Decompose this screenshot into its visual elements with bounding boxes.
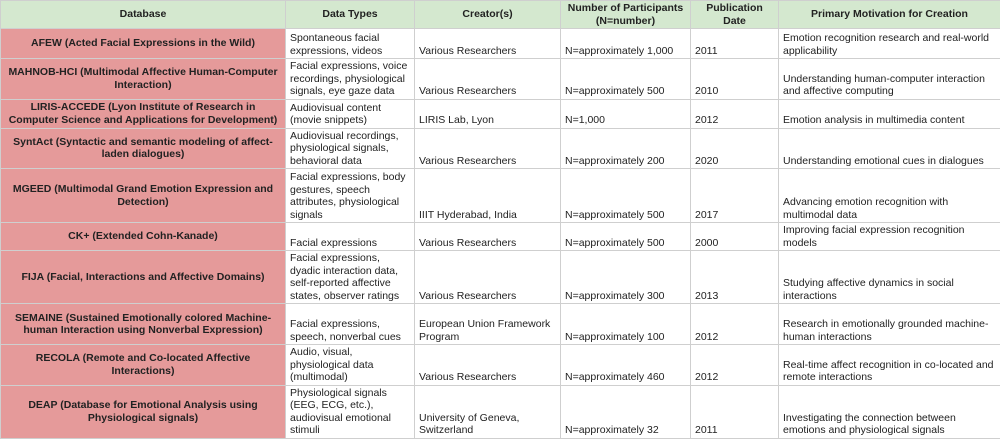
database-cell: MGEED (Multimodal Grand Emotion Expressi… xyxy=(1,169,286,223)
table-cell: Various Researchers xyxy=(415,29,561,59)
header-cell: Creator(s) xyxy=(415,1,561,29)
table-cell: 2012 xyxy=(691,99,779,128)
table-cell: Emotion recognition research and real-wo… xyxy=(779,29,1000,59)
table-cell: Investigating the connection between emo… xyxy=(779,385,1000,438)
table-cell: Real-time affect recognition in co-locat… xyxy=(779,345,1000,386)
database-cell: AFEW (Acted Facial Expressions in the Wi… xyxy=(1,29,286,59)
table-cell: N=1,000 xyxy=(561,99,691,128)
table-cell: 2017 xyxy=(691,169,779,223)
table-cell: Studying affective dynamics in social in… xyxy=(779,251,1000,304)
table-row: AFEW (Acted Facial Expressions in the Wi… xyxy=(1,29,1000,59)
database-cell: FIJA (Facial, Interactions and Affective… xyxy=(1,251,286,304)
table-cell: Various Researchers xyxy=(415,128,561,169)
table-cell: Various Researchers xyxy=(415,223,561,251)
table-cell: 2012 xyxy=(691,304,779,345)
table-cell: Spontaneous facial expressions, videos xyxy=(286,29,415,59)
table-cell: IIIT Hyderabad, India xyxy=(415,169,561,223)
table-row: SyntAct (Syntactic and semantic modeling… xyxy=(1,128,1000,169)
header-cell: Publication Date xyxy=(691,1,779,29)
table-cell: N=approximately 500 xyxy=(561,169,691,223)
database-cell: MAHNOB-HCI (Multimodal Affective Human-C… xyxy=(1,59,286,100)
database-cell: DEAP (Database for Emotional Analysis us… xyxy=(1,385,286,438)
table-cell: N=approximately 1,000 xyxy=(561,29,691,59)
table-cell: 2020 xyxy=(691,128,779,169)
table-cell: Facial expressions xyxy=(286,223,415,251)
table-cell: Audiovisual recordings, physiological si… xyxy=(286,128,415,169)
table-cell: Understanding emotional cues in dialogue… xyxy=(779,128,1000,169)
table-row: SEMAINE (Sustained Emotionally colored M… xyxy=(1,304,1000,345)
table-cell: European Union Framework Program xyxy=(415,304,561,345)
header-cell: Number of Participants (N=number) xyxy=(561,1,691,29)
table-cell: 2000 xyxy=(691,223,779,251)
table-cell: Audio, visual, physiological data (multi… xyxy=(286,345,415,386)
database-cell: SyntAct (Syntactic and semantic modeling… xyxy=(1,128,286,169)
table-cell: 2013 xyxy=(691,251,779,304)
table-cell: Facial expressions, body gestures, speec… xyxy=(286,169,415,223)
table-cell: Improving facial expression recognition … xyxy=(779,223,1000,251)
table-cell: Audiovisual content (movie snippets) xyxy=(286,99,415,128)
database-cell: RECOLA (Remote and Co-located Affective … xyxy=(1,345,286,386)
table-row: CK+ (Extended Cohn-Kanade)Facial express… xyxy=(1,223,1000,251)
table-cell: Advancing emotion recognition with multi… xyxy=(779,169,1000,223)
table-cell: Various Researchers xyxy=(415,345,561,386)
table-row: MAHNOB-HCI (Multimodal Affective Human-C… xyxy=(1,59,1000,100)
table-cell: N=approximately 200 xyxy=(561,128,691,169)
table-cell: Understanding human-computer interaction… xyxy=(779,59,1000,100)
header-cell: Database xyxy=(1,1,286,29)
table-cell: LIRIS Lab, Lyon xyxy=(415,99,561,128)
header-cell: Data Types xyxy=(286,1,415,29)
table-cell: Facial expressions, speech, nonverbal cu… xyxy=(286,304,415,345)
table-cell: Emotion analysis in multimedia content xyxy=(779,99,1000,128)
table-cell: 2011 xyxy=(691,385,779,438)
table-cell: Facial expressions, dyadic interaction d… xyxy=(286,251,415,304)
table-cell: Physiological signals (EEG, ECG, etc.), … xyxy=(286,385,415,438)
table-cell: 2010 xyxy=(691,59,779,100)
table-cell: Various Researchers xyxy=(415,251,561,304)
table-cell: N=approximately 500 xyxy=(561,223,691,251)
page: {"table": { "header": ["Database", "Data… xyxy=(0,0,1000,415)
table-cell: N=approximately 32 xyxy=(561,385,691,438)
table-row: DEAP (Database for Emotional Analysis us… xyxy=(1,385,1000,438)
database-cell: CK+ (Extended Cohn-Kanade) xyxy=(1,223,286,251)
table-cell: Various Researchers xyxy=(415,59,561,100)
database-cell: SEMAINE (Sustained Emotionally colored M… xyxy=(1,304,286,345)
table-cell: N=approximately 100 xyxy=(561,304,691,345)
table-cell: Research in emotionally grounded machine… xyxy=(779,304,1000,345)
table-cell: N=approximately 460 xyxy=(561,345,691,386)
table-cell: 2011 xyxy=(691,29,779,59)
table-cell: 2012 xyxy=(691,345,779,386)
table-cell: N=approximately 500 xyxy=(561,59,691,100)
table-row: LIRIS-ACCEDE (Lyon Institute of Research… xyxy=(1,99,1000,128)
table-row: FIJA (Facial, Interactions and Affective… xyxy=(1,251,1000,304)
header-cell: Primary Motivation for Creation xyxy=(779,1,1000,29)
database-cell: LIRIS-ACCEDE (Lyon Institute of Research… xyxy=(1,99,286,128)
table-cell: University of Geneva, Switzerland xyxy=(415,385,561,438)
table-cell: Facial expressions, voice recordings, ph… xyxy=(286,59,415,100)
table-row: MGEED (Multimodal Grand Emotion Expressi… xyxy=(1,169,1000,223)
table-cell: N=approximately 300 xyxy=(561,251,691,304)
table-row: RECOLA (Remote and Co-located Affective … xyxy=(1,345,1000,386)
